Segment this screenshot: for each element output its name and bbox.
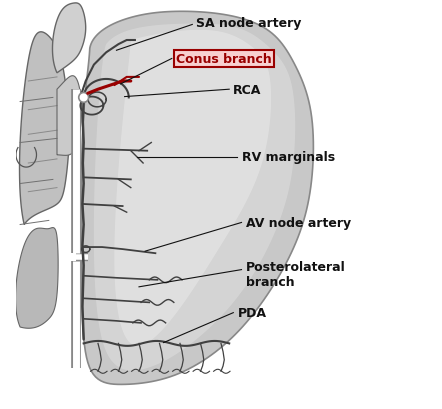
Polygon shape bbox=[114, 31, 271, 346]
Text: Conus branch: Conus branch bbox=[176, 53, 272, 66]
Text: Posterolateral
branch: Posterolateral branch bbox=[246, 260, 345, 288]
Polygon shape bbox=[57, 76, 82, 156]
Circle shape bbox=[79, 93, 88, 103]
Text: RCA: RCA bbox=[233, 83, 262, 97]
Polygon shape bbox=[94, 25, 295, 371]
Text: SA node artery: SA node artery bbox=[196, 17, 302, 30]
Text: PDA: PDA bbox=[237, 306, 267, 319]
Polygon shape bbox=[81, 12, 313, 384]
Polygon shape bbox=[53, 4, 86, 74]
Text: RV marginals: RV marginals bbox=[241, 151, 335, 164]
Text: AV node artery: AV node artery bbox=[246, 216, 351, 229]
Polygon shape bbox=[15, 228, 58, 328]
Polygon shape bbox=[19, 33, 69, 225]
